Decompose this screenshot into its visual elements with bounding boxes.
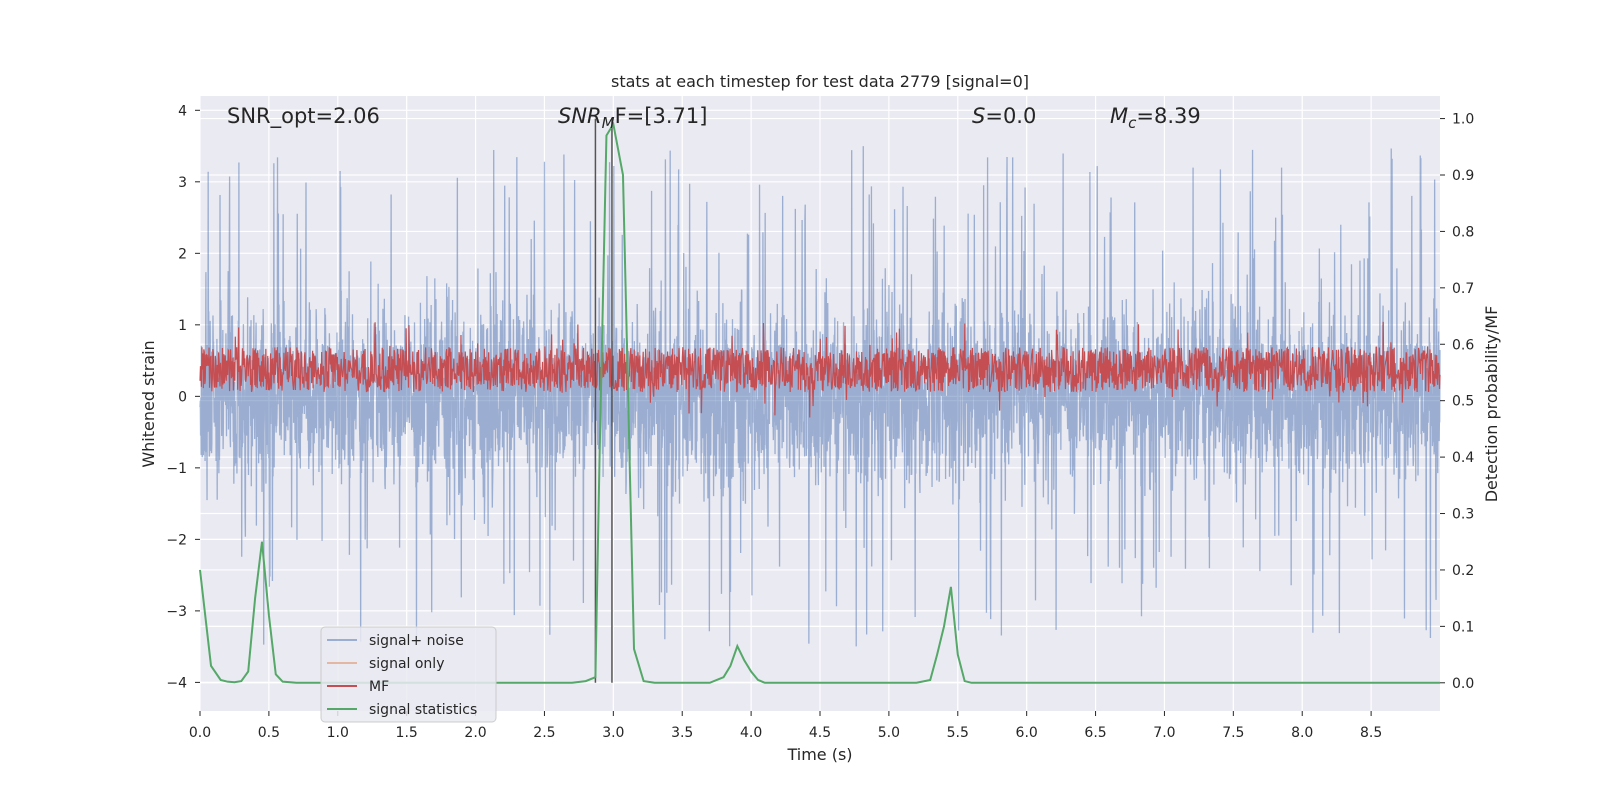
y-right-tick-label: 1.0 [1452, 112, 1474, 128]
x-tick-label: 8.0 [1291, 725, 1313, 741]
signal-statistics-series [199, 121, 1440, 684]
y-right-tick-label: 0.2 [1452, 563, 1474, 579]
x-tick-label: 1.0 [327, 725, 349, 741]
y-left-tick-label: 0 [178, 389, 187, 405]
snr-mf-annotation: SNRMF=[3.71] [558, 104, 707, 132]
legend-box [320, 626, 497, 723]
x-tick-label: 7.5 [1222, 725, 1244, 741]
x-tick-label: 1.5 [396, 725, 418, 741]
y-right-tick-label: 0.6 [1452, 337, 1474, 353]
x-tick-label: 5.0 [878, 725, 900, 741]
y-left-tick-label: −3 [166, 604, 187, 620]
x-tick-label: 6.0 [1016, 725, 1038, 741]
x-tick-label: 3.5 [671, 725, 693, 741]
mc-main: M [1110, 104, 1128, 128]
signal-statistics-line [199, 121, 1440, 684]
y-right-tick-label: 0.7 [1452, 281, 1474, 297]
y-left-tick-label: −1 [166, 461, 187, 477]
legend-label: signal+ noise [369, 633, 464, 649]
y-left-tick-label: 3 [178, 175, 187, 191]
axis-ticks: 0.0 0.5 1.0 1.5 2.0 2.5 3.0 3.5 4.0 4.5 5.0 5.5 6.0 6… [166, 103, 1474, 741]
y-right-tick-label: 0.4 [1452, 450, 1474, 466]
legend-label: signal only [369, 656, 444, 672]
y-right-tick-label: 0.5 [1452, 394, 1474, 410]
x-tick-label: 6.5 [1084, 725, 1106, 741]
y-left-tick-label: 4 [178, 103, 187, 119]
snr-mf-main: SNR [558, 104, 602, 128]
x-tick-label: 2.5 [533, 725, 555, 741]
snr-opt-annotation: SNR_opt=2.06 [227, 104, 380, 129]
chart-title: stats at each timestep for test data 277… [611, 72, 1029, 91]
x-tick-label: 4.5 [809, 725, 831, 741]
y-left-tick-label: 2 [178, 246, 187, 262]
signal-noise-line [199, 146, 1441, 647]
x-tick-label: 3.0 [602, 725, 624, 741]
legend-label: signal statistics [369, 702, 477, 718]
x-tick-label: 0.0 [189, 725, 211, 741]
x-tick-label: 7.0 [1153, 725, 1175, 741]
x-tick-label: 8.5 [1360, 725, 1382, 741]
y-right-tick-label: 0.0 [1452, 676, 1474, 692]
mc-annotation: Mc=8.39 [1110, 104, 1201, 132]
y-right-tick-label: 0.8 [1452, 224, 1474, 240]
s-annotation: S=0.0 [972, 104, 1036, 128]
y-right-tick-label: 0.3 [1452, 507, 1474, 523]
vertical-lines [594, 118, 613, 683]
mc-value: =8.39 [1136, 104, 1200, 128]
s-italic: S [972, 104, 985, 128]
x-tick-label: 2.0 [464, 725, 486, 741]
signal-noise-series [199, 146, 1441, 647]
mc-sub: c [1128, 114, 1137, 132]
legend: signal+ noise signal only MF signal statist… [320, 626, 497, 723]
y-axis-label-right: Detection probability/MF [1482, 306, 1501, 503]
y-left-tick-label: −4 [166, 675, 187, 691]
y-left-tick-label: −2 [166, 532, 187, 548]
legend-label: MF [369, 679, 389, 695]
snr-mf-sub: M [602, 114, 615, 132]
x-tick-label: 0.5 [258, 725, 280, 741]
y-left-tick-label: 1 [178, 318, 187, 334]
x-tick-label: 4.0 [740, 725, 762, 741]
mf-line [199, 321, 1441, 418]
snr-mf-rest: F=[3.71] [615, 104, 708, 128]
s-value: =0.0 [985, 104, 1036, 128]
x-axis-label: Time (s) [786, 745, 852, 764]
y-right-tick-label: 0.9 [1452, 168, 1474, 184]
y-right-tick-label: 0.1 [1452, 619, 1474, 635]
y-axis-label-left: Whitened strain [139, 340, 158, 467]
mf-series [199, 321, 1441, 418]
x-tick-label: 5.5 [947, 725, 969, 741]
